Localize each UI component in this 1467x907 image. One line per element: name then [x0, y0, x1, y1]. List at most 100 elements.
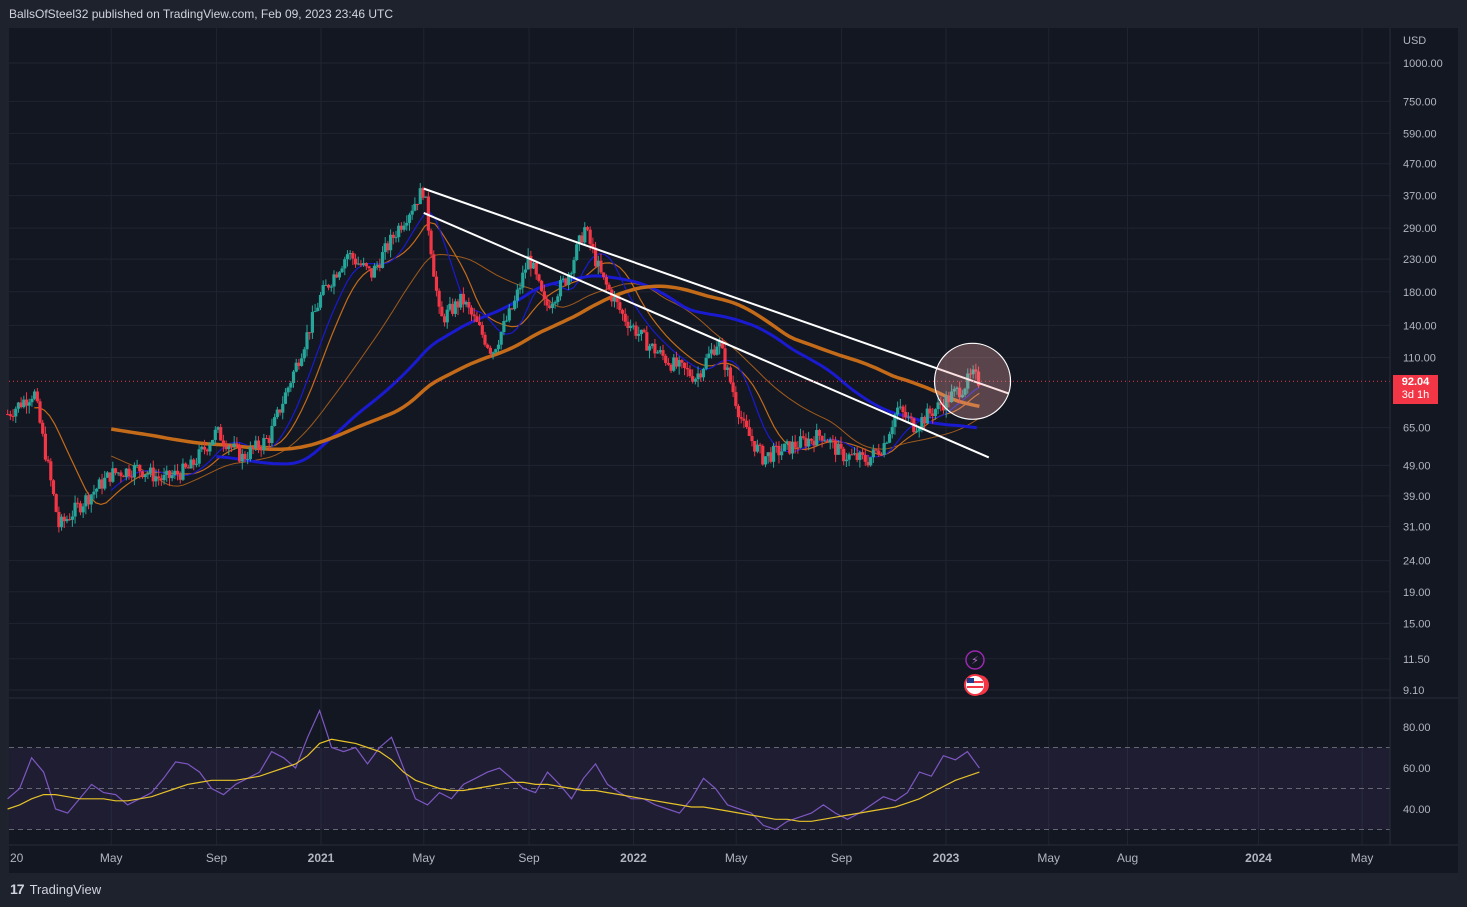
candle-body: [243, 453, 247, 460]
candle-body: [8, 414, 12, 416]
candle-body: [340, 268, 344, 273]
candle-body: [591, 243, 595, 248]
candle-body: [464, 302, 468, 305]
candle-body: [704, 357, 708, 369]
candle-body: [844, 459, 848, 462]
candle-body: [639, 329, 644, 334]
candle-body: [262, 438, 266, 451]
candle-body: [963, 388, 967, 395]
candle-body: [14, 408, 18, 417]
rsi-series-line: [7, 708, 980, 831]
candle-body: [534, 262, 538, 275]
candle-body: [448, 303, 452, 310]
candle-body: [22, 399, 26, 408]
price-tick-label: 370.00: [1403, 191, 1437, 203]
candle-body: [634, 325, 638, 336]
candle-body: [952, 388, 956, 392]
candle-body: [572, 259, 576, 274]
candle-body: [558, 280, 563, 297]
candle-body: [194, 463, 199, 465]
candle-body: [718, 341, 722, 347]
rsi-tick-label: 80.00: [1403, 722, 1431, 734]
last-price-tag: 92.04 3d 1h: [1393, 375, 1438, 404]
overlay: ⚡: [9, 342, 1390, 696]
candle-body: [750, 435, 754, 442]
price-tick-label: 15.00: [1403, 618, 1431, 630]
candle-body: [68, 519, 72, 521]
candle-body: [680, 360, 684, 363]
candle-body: [788, 441, 792, 454]
candle-body: [240, 453, 244, 462]
candle-body: [596, 260, 600, 267]
price-tick-label: 470.00: [1403, 159, 1437, 171]
candle-body: [715, 346, 719, 355]
candle-body: [189, 459, 193, 469]
candle-body: [642, 329, 646, 333]
last-price-label: 92.04: [1401, 376, 1430, 388]
candle-body: [232, 443, 236, 447]
candle-body: [804, 437, 808, 447]
candle-body: [205, 449, 209, 452]
tradingview-footer[interactable]: 17 TradingView: [10, 881, 101, 897]
candle-body: [264, 438, 269, 440]
candle-body: [65, 519, 69, 522]
candle-body: [173, 470, 177, 476]
candle-body: [86, 495, 91, 505]
candle-body: [302, 349, 306, 359]
candle-body: [801, 436, 805, 438]
candle-body: [184, 463, 188, 468]
candle-body: [658, 350, 662, 353]
candle-body: [332, 274, 336, 287]
candle-body: [359, 263, 363, 266]
candle-body: [138, 464, 142, 472]
candle-body: [186, 467, 190, 469]
candle-body: [456, 301, 460, 308]
candle-body: [696, 373, 700, 380]
candle-body: [785, 441, 789, 444]
candle-body: [960, 394, 964, 398]
candle-body: [372, 265, 377, 278]
candle-body: [103, 477, 107, 489]
axes: 1000.00 750.00 590.00 470.00 370.00 290.00 230…: [9, 28, 1458, 865]
candle-body: [337, 272, 341, 278]
candle-body: [211, 439, 215, 445]
candle-body: [167, 470, 172, 479]
candle-body: [6, 414, 10, 416]
trendlines[interactable]: [423, 187, 1009, 459]
candle-body: [108, 472, 112, 482]
candle-body: [308, 332, 312, 334]
rsi-band-fill: [9, 747, 1390, 830]
time-tick-label: May: [1037, 851, 1060, 865]
candle-body: [553, 302, 557, 304]
candle-body: [432, 254, 436, 277]
candle-body: [758, 444, 762, 446]
candle-body: [461, 293, 466, 305]
candle-body: [515, 289, 519, 301]
price-tick-label: 9.10: [1403, 685, 1424, 697]
candle-body: [494, 349, 498, 353]
candle-body: [437, 290, 441, 307]
candle-body: [583, 227, 587, 243]
candle-body: [348, 252, 352, 255]
candle-body: [677, 360, 681, 367]
candle-body: [564, 278, 568, 286]
candle-body: [224, 444, 228, 450]
ma-medium-line: [110, 253, 980, 487]
time-tick-label: 2021: [308, 851, 335, 865]
candle-body: [394, 237, 398, 239]
candle-body: [747, 427, 751, 436]
candle-body: [35, 391, 39, 402]
price-tick-label: 1000.00: [1403, 58, 1443, 70]
candle-body: [97, 479, 101, 489]
time-tick-label: Sep: [518, 851, 540, 865]
candle-body: [653, 343, 657, 354]
candle-body: [92, 491, 96, 495]
ma-long-orange-line: [110, 284, 980, 452]
candle-body: [135, 464, 139, 466]
candle-body: [947, 395, 951, 403]
price-tick-label: 590.00: [1403, 128, 1437, 140]
candle-body: [523, 269, 528, 273]
candle-body: [30, 398, 34, 403]
candle-body: [405, 222, 409, 226]
